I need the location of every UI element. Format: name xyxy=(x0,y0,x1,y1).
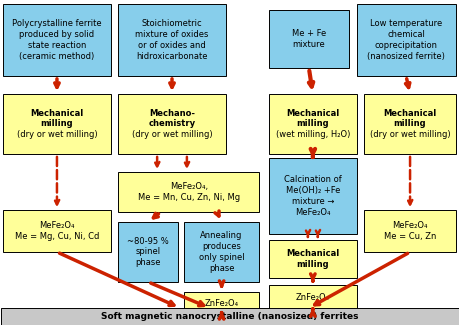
Text: produces: produces xyxy=(202,242,241,251)
Bar xyxy=(3,210,111,252)
Bar xyxy=(356,4,455,76)
Bar xyxy=(184,292,259,316)
Bar xyxy=(118,172,259,212)
Bar xyxy=(269,10,349,68)
Text: mixture →: mixture → xyxy=(292,197,334,206)
Bar xyxy=(365,210,455,252)
Text: milling: milling xyxy=(296,120,329,128)
Text: milling: milling xyxy=(41,120,73,128)
Text: Calcination of: Calcination of xyxy=(284,175,342,184)
Text: phase: phase xyxy=(209,264,234,273)
Text: (nanosized ferrite): (nanosized ferrite) xyxy=(367,52,445,61)
Text: Mechanical: Mechanical xyxy=(286,249,339,258)
Text: (wet milling, H₂O): (wet milling, H₂O) xyxy=(276,130,350,139)
Text: Me(OH)₂ +Fe: Me(OH)₂ +Fe xyxy=(286,186,340,195)
Text: Polycrystalline ferrite: Polycrystalline ferrite xyxy=(12,19,102,28)
Bar xyxy=(365,94,455,154)
Text: Mechano-: Mechano- xyxy=(149,109,195,118)
Text: Me = Mn, Cu, Zn, Ni, Mg: Me = Mn, Cu, Zn, Ni, Mg xyxy=(138,193,240,202)
Text: state reaction: state reaction xyxy=(28,41,86,50)
Text: Mechanical: Mechanical xyxy=(30,109,83,118)
Text: coprecipitation: coprecipitation xyxy=(375,41,437,50)
Text: phase: phase xyxy=(136,258,161,267)
Text: MeFe₂O₄: MeFe₂O₄ xyxy=(295,208,331,217)
Bar xyxy=(118,4,225,76)
Text: Stoichiometric: Stoichiometric xyxy=(142,19,202,28)
Text: (dry or wet milling): (dry or wet milling) xyxy=(132,130,213,139)
Bar xyxy=(118,94,225,154)
Text: (dry or wet milling): (dry or wet milling) xyxy=(17,130,97,139)
Text: or of oxides and: or of oxides and xyxy=(138,41,206,50)
Text: ZnFe₂O₄: ZnFe₂O₄ xyxy=(205,300,239,308)
Text: MeFe₂O₄: MeFe₂O₄ xyxy=(392,221,428,230)
Bar xyxy=(269,94,356,154)
Text: Low temperature: Low temperature xyxy=(370,19,442,28)
Text: produced by solid: produced by solid xyxy=(19,30,95,39)
Bar xyxy=(3,4,111,76)
Text: MeFe₂O₄,: MeFe₂O₄, xyxy=(170,182,208,191)
Text: chemical: chemical xyxy=(387,30,425,39)
Text: ZnFe₂O₄: ZnFe₂O₄ xyxy=(296,292,330,302)
Bar xyxy=(269,158,356,234)
Bar xyxy=(1,308,459,325)
Text: Me = Cu, Zn: Me = Cu, Zn xyxy=(384,232,436,241)
Text: hidroxicarbonate: hidroxicarbonate xyxy=(136,52,208,61)
Text: Me = Mg, Cu, Ni, Cd: Me = Mg, Cu, Ni, Cd xyxy=(15,232,99,241)
Text: spinel: spinel xyxy=(136,248,161,256)
Text: Mechanical: Mechanical xyxy=(286,109,339,118)
Bar xyxy=(3,94,111,154)
Text: (dry or wet milling): (dry or wet milling) xyxy=(370,130,450,139)
Text: (ceramic method): (ceramic method) xyxy=(19,52,95,61)
Bar xyxy=(184,222,259,282)
Text: milling: milling xyxy=(394,120,426,128)
Text: Mechanical: Mechanical xyxy=(384,109,437,118)
Text: mixture of oxides: mixture of oxides xyxy=(136,30,209,39)
Text: Soft magnetic nanocrystalline (nanosized) ferrites: Soft magnetic nanocrystalline (nanosized… xyxy=(101,312,359,321)
Text: ~80-95 %: ~80-95 % xyxy=(127,237,169,246)
Text: mixture: mixture xyxy=(293,40,325,49)
Text: Annealing: Annealing xyxy=(201,231,243,240)
Bar xyxy=(269,240,356,278)
Text: milling: milling xyxy=(296,260,329,269)
Bar xyxy=(269,285,356,309)
Text: MeFe₂O₄: MeFe₂O₄ xyxy=(39,221,75,230)
Bar xyxy=(118,222,178,282)
Text: only spinel: only spinel xyxy=(199,253,244,262)
Text: chemistry: chemistry xyxy=(148,120,195,128)
Text: Me + Fe: Me + Fe xyxy=(292,29,326,38)
